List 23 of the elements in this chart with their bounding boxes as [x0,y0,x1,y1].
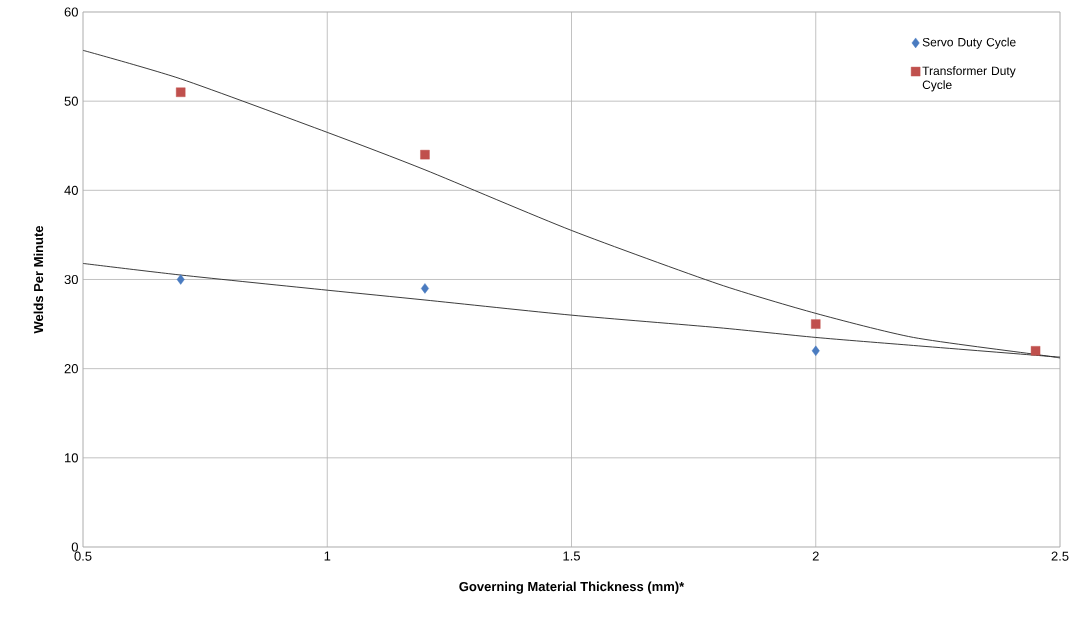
y-tick-label: 10 [65,453,78,463]
legend-label: Servo Duty Cycle [922,37,1016,49]
y-tick-label: 30 [64,274,78,285]
y-axis-title: Welds Per Minute [33,225,44,334]
y-tick-label: 0 [71,542,78,552]
point [1030,346,1041,356]
point [420,149,430,160]
x-axis-title: Governing Material Thickness (mm)* [459,581,685,594]
x-tick-label: 1.5 [563,551,580,561]
y-tick-label: 60 [64,7,78,17]
y-tick-label: 50 [64,96,78,106]
x-tick-label: 0.5 [74,551,92,561]
y-tick-label: 40 [64,185,78,195]
legend-label: Transformer Duty Cycle [922,66,1016,92]
point [421,283,429,294]
point [176,87,186,97]
x-tick-label: 1 [324,551,331,561]
point [176,274,185,285]
x-tick-label: 2.5 [1051,551,1069,561]
y-tick-label: 20 [64,364,78,374]
point [811,345,820,357]
point [811,319,821,329]
x-tick-label: 2 [812,551,819,561]
